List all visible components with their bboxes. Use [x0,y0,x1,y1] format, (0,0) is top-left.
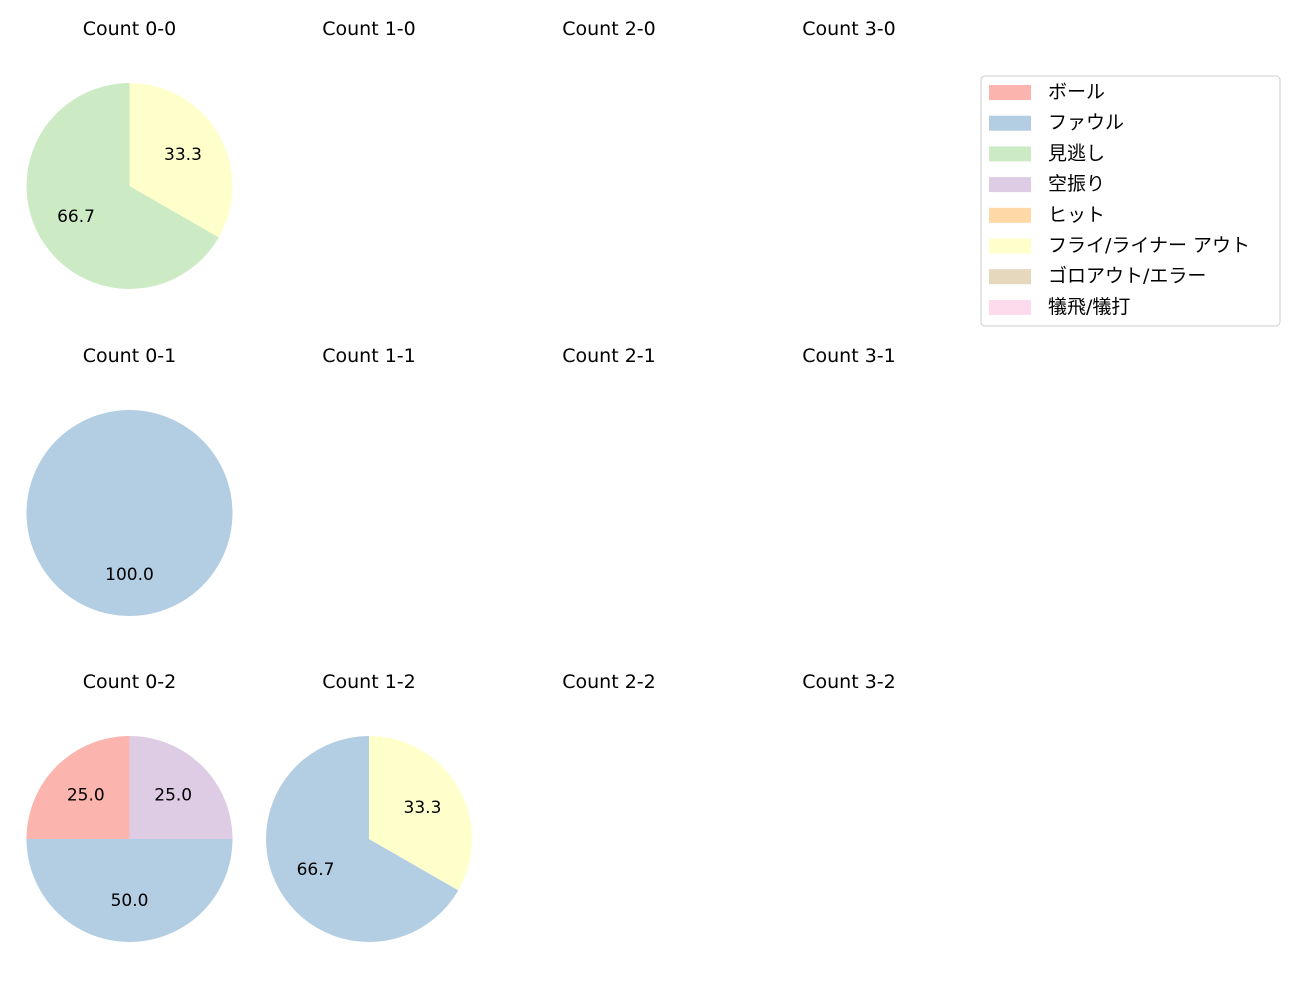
slice-percent-label: 66.7 [57,207,95,227]
pie-slice [26,410,233,616]
slice-percent-label: 66.7 [297,860,335,880]
legend-label: 犠飛/犠打 [1048,296,1130,318]
pie-panel: Count 1-0 [322,18,416,40]
legend-item: 空振り [989,173,1105,195]
chart-panels: Count 0-0 66.7 33.3 Count 1-0 Count 2-0 Count… [26,18,896,942]
legend-label: フライ/ライナー アウト [1048,235,1250,257]
slice-percent-label: 25.0 [154,785,192,805]
chart-title: Count 3-1 [802,345,896,367]
pie-panel: Count 3-1 [802,345,896,367]
pie-panel: Count 0-2 25.0 50.0 25.0 [26,671,233,942]
chart-title: Count 3-2 [802,671,896,693]
pie-slice [26,736,130,839]
chart-title: Count 2-2 [562,671,656,693]
pie-slice [26,83,219,289]
legend-label: ヒット [1048,204,1105,226]
pie-panel: Count 0-0 66.7 33.3 [26,18,233,289]
legend-label: 空振り [1048,173,1105,195]
chart-title: Count 0-1 [83,345,177,367]
pie-panel: Count 1-1 [322,345,416,367]
chart-title: Count 3-0 [802,18,896,40]
legend-label: ボール [1048,81,1105,103]
legend-item: 犠飛/犠打 [989,296,1130,318]
slice-percent-label: 50.0 [111,891,149,911]
pie-panel: Count 0-1 100.0 [26,345,233,616]
legend-swatch [989,238,1031,254]
legend-swatch [989,299,1031,315]
pie-slice [26,839,233,942]
slice-percent-label: 25.0 [67,785,105,805]
legend-swatch [989,115,1031,131]
legend-label: ゴロアウト/エラー [1048,265,1206,287]
pie-panel: Count 1-2 66.7 33.3 [266,671,472,942]
legend-label: ファウル [1048,112,1124,134]
pie-panel: Count 3-2 [802,671,896,693]
pie-panel: Count 2-0 [562,18,656,40]
legend-label: 見逃し [1048,142,1105,164]
legend-item: 見逃し [989,142,1105,164]
legend-frame [980,75,1281,327]
legend-item: ボール [989,81,1105,103]
slice-percent-label: 33.3 [164,145,202,165]
pie-slice [369,736,472,891]
chart-title: Count 1-0 [322,18,416,40]
chart-title: Count 0-2 [83,671,177,693]
legend-item: ゴロアウト/エラー [989,265,1206,287]
legend-item: フライ/ライナー アウト [989,235,1250,257]
legend-item: ファウル [989,112,1124,134]
pie-slice [129,83,233,238]
legend-swatch [989,207,1031,223]
pie-panel: Count 3-0 [802,18,896,40]
chart-title: Count 2-0 [562,18,656,40]
legend-item: ヒット [989,204,1105,226]
chart-title: Count 1-1 [322,345,416,367]
legend-swatch [989,269,1031,285]
pie-slice [129,736,233,839]
legend-swatch [989,177,1031,193]
pie-slice [266,736,459,942]
legend-swatch [989,146,1031,162]
chart-title: Count 2-1 [562,345,656,367]
legend-swatch [989,85,1031,100]
pie-panel: Count 2-1 [562,345,656,367]
slice-percent-label: 100.0 [105,565,154,585]
pie-panel: Count 2-2 [562,671,656,693]
chart-title: Count 0-0 [83,18,177,40]
chart-title: Count 1-2 [322,671,416,693]
slice-percent-label: 33.3 [404,798,442,818]
